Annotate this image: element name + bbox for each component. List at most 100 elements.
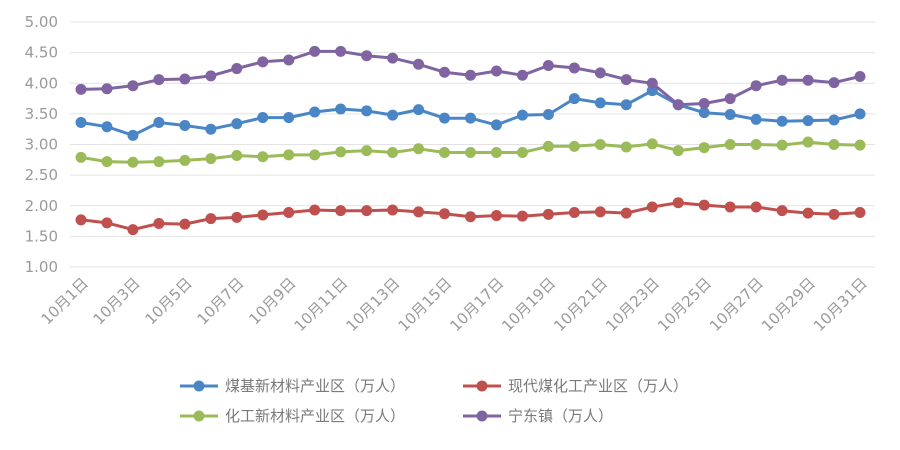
data-point bbox=[672, 99, 684, 111]
data-point bbox=[101, 83, 113, 95]
data-point bbox=[205, 213, 217, 225]
legend-label: 化工新材料产业区（万人） bbox=[225, 407, 405, 425]
x-tick-label: 10月17日 bbox=[446, 274, 507, 335]
y-tick-label: 1.00 bbox=[25, 258, 58, 276]
data-point bbox=[309, 204, 321, 216]
x-tick-label: 10月31日 bbox=[810, 274, 871, 335]
data-point bbox=[283, 206, 295, 218]
data-point bbox=[750, 201, 762, 213]
series-2 bbox=[75, 197, 866, 236]
data-point bbox=[413, 206, 425, 218]
series-3 bbox=[75, 136, 866, 168]
data-point bbox=[750, 113, 762, 125]
data-point bbox=[335, 103, 347, 115]
data-point bbox=[309, 149, 321, 161]
x-tick-label: 10月7日 bbox=[193, 274, 247, 328]
data-point bbox=[439, 66, 451, 78]
data-point bbox=[776, 115, 788, 127]
data-point bbox=[179, 218, 191, 230]
data-point bbox=[361, 205, 373, 217]
y-tick-label: 4.50 bbox=[25, 44, 58, 62]
legend-item: 宁东镇（万人） bbox=[463, 407, 613, 425]
data-point bbox=[387, 52, 399, 64]
data-point bbox=[542, 208, 554, 220]
legend-marker bbox=[476, 380, 488, 392]
data-point bbox=[542, 108, 554, 120]
data-point bbox=[620, 141, 632, 153]
data-point bbox=[672, 197, 684, 209]
data-point bbox=[205, 123, 217, 135]
data-point bbox=[620, 74, 632, 86]
data-point bbox=[413, 58, 425, 70]
data-point bbox=[828, 114, 840, 126]
data-point bbox=[568, 62, 580, 74]
x-tick-label: 10月1日 bbox=[38, 274, 92, 328]
y-tick-label: 3.50 bbox=[25, 105, 58, 123]
series-group bbox=[75, 45, 866, 236]
data-point bbox=[335, 146, 347, 158]
legend: 煤基新材料产业区（万人） 现代煤化工产业区（万人） 化工新材料产业区（万人） 宁东镇（… bbox=[180, 377, 688, 425]
data-point bbox=[75, 83, 87, 95]
data-point bbox=[205, 70, 217, 82]
data-point bbox=[309, 106, 321, 118]
data-point bbox=[828, 208, 840, 220]
data-point bbox=[490, 65, 502, 77]
data-point bbox=[698, 199, 710, 211]
data-point bbox=[724, 108, 736, 120]
data-point bbox=[698, 142, 710, 154]
y-tick-label: 1.50 bbox=[25, 227, 58, 245]
data-point bbox=[153, 218, 165, 230]
data-point bbox=[750, 80, 762, 92]
data-point bbox=[854, 139, 866, 151]
data-point bbox=[828, 139, 840, 150]
data-point bbox=[361, 50, 373, 62]
data-point bbox=[75, 151, 87, 163]
data-point bbox=[698, 97, 710, 109]
data-point bbox=[179, 154, 191, 166]
data-point bbox=[75, 214, 87, 226]
data-point bbox=[646, 201, 658, 213]
data-point bbox=[594, 97, 606, 109]
data-point bbox=[361, 105, 373, 117]
x-tick-label: 10月15日 bbox=[394, 274, 455, 335]
data-point bbox=[101, 217, 113, 229]
data-point bbox=[698, 107, 710, 119]
data-point bbox=[283, 54, 295, 66]
data-point bbox=[724, 139, 736, 150]
data-point bbox=[309, 45, 321, 57]
data-point bbox=[439, 112, 451, 124]
x-tick-label: 10月5日 bbox=[142, 274, 196, 328]
data-point bbox=[231, 150, 243, 162]
data-point bbox=[387, 109, 399, 121]
data-point bbox=[568, 93, 580, 105]
data-point bbox=[802, 136, 814, 148]
data-point bbox=[75, 116, 87, 128]
data-point bbox=[776, 74, 788, 86]
legend-item: 煤基新材料产业区（万人） bbox=[180, 377, 405, 395]
data-point bbox=[101, 156, 113, 168]
legend-item: 现代煤化工产业区（万人） bbox=[463, 377, 688, 395]
x-tick-label: 10月27日 bbox=[706, 274, 767, 335]
y-tick-label: 4.00 bbox=[25, 74, 58, 92]
data-point bbox=[776, 205, 788, 217]
data-point bbox=[620, 207, 632, 219]
data-point bbox=[153, 116, 165, 128]
data-point bbox=[516, 146, 528, 158]
gridlines bbox=[70, 21, 875, 268]
data-point bbox=[724, 201, 736, 213]
x-tick-label: 10月29日 bbox=[758, 274, 819, 335]
legend-marker bbox=[193, 410, 205, 422]
data-point bbox=[257, 209, 269, 221]
legend-item: 化工新材料产业区（万人） bbox=[180, 407, 405, 425]
data-point bbox=[465, 211, 476, 223]
data-point bbox=[439, 208, 451, 220]
data-point bbox=[283, 112, 295, 124]
y-tick-label: 3.00 bbox=[25, 136, 58, 154]
data-point bbox=[724, 93, 736, 105]
data-point bbox=[127, 80, 139, 92]
data-point bbox=[387, 204, 399, 216]
series-4 bbox=[75, 45, 866, 111]
data-point bbox=[828, 77, 840, 89]
